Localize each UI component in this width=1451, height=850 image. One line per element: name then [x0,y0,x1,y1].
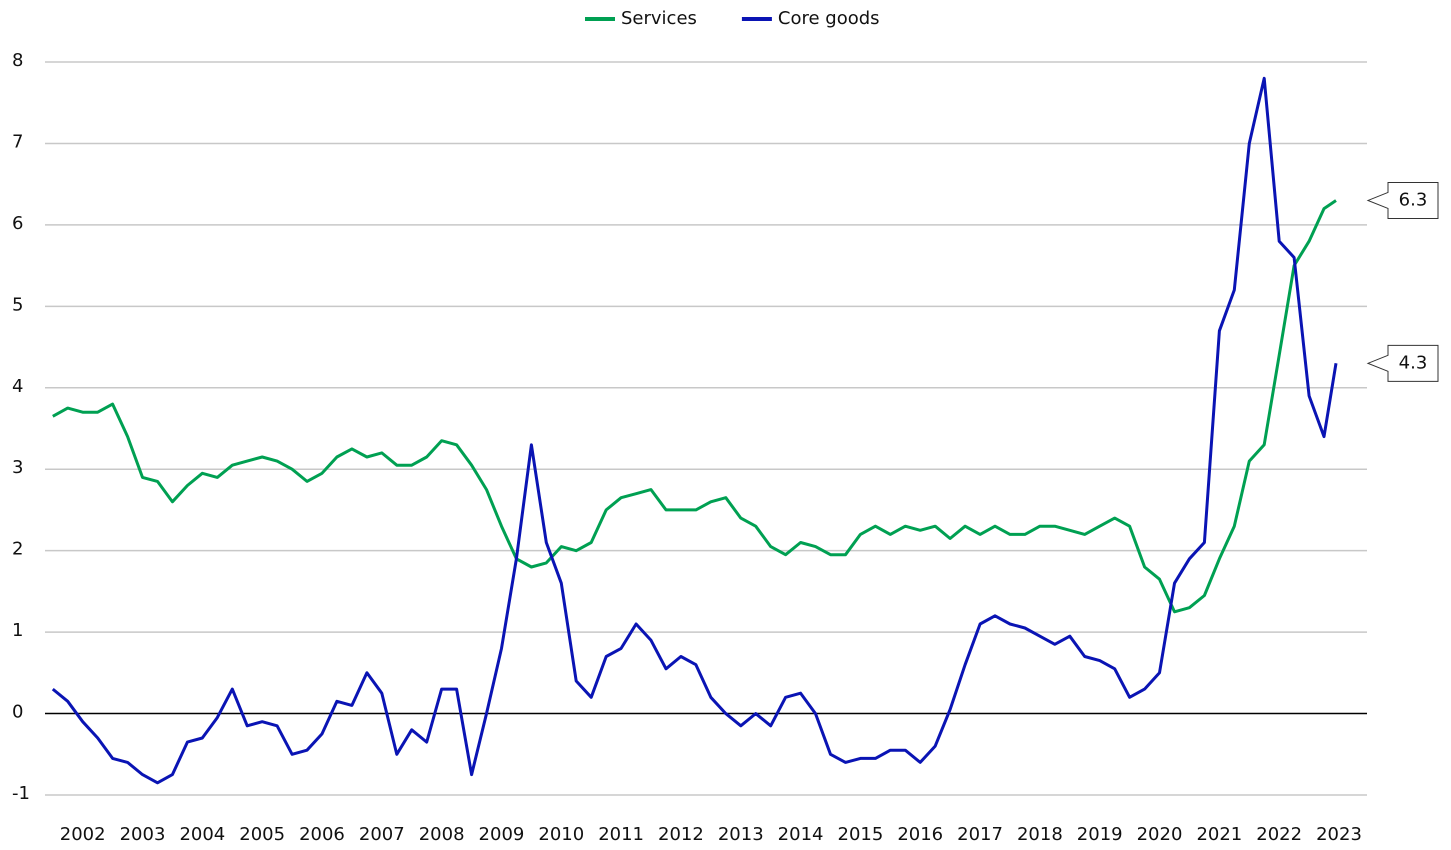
legend-label: Core goods [778,8,880,29]
y-tick-label: 5 [12,294,23,315]
x-tick-label: 2009 [479,824,525,845]
x-tick-label: 2013 [718,824,764,845]
x-tick-label: 2005 [239,824,285,845]
x-tick-label: 2018 [1017,824,1063,845]
x-tick-label: 2012 [658,824,704,845]
x-tick-label: 2010 [538,824,584,845]
y-tick-label: 1 [12,620,23,641]
y-tick-label: 8 [12,50,23,71]
y-tick-label: 2 [12,539,23,560]
x-tick-label: 2022 [1256,824,1302,845]
x-tick-label: 2016 [897,824,943,845]
x-tick-label: 2020 [1137,824,1183,845]
y-tick-label: 3 [12,457,23,478]
x-tick-label: 2007 [359,824,405,845]
x-tick-label: 2006 [299,824,345,845]
y-tick-label: 6 [12,213,23,234]
x-tick-label: 2014 [778,824,824,845]
x-tick-label: 2002 [60,824,106,845]
x-tick-label: 2017 [957,824,1003,845]
y-tick-label: 0 [12,702,23,723]
x-tick-label: 2021 [1196,824,1242,845]
x-tick-label: 2015 [838,824,884,845]
callout-box [1366,181,1439,219]
series-line [52,199,1337,614]
y-tick-label: 7 [12,131,23,152]
x-tick-label: 2008 [419,824,465,845]
y-tick-label: -1 [12,783,30,804]
callout-label: 6.3 [1399,189,1428,210]
x-tick-label: 2003 [120,824,166,845]
x-tick-label: 2023 [1316,824,1362,845]
callout-label: 4.3 [1399,352,1428,373]
y-tick-label: 4 [12,376,23,397]
x-tick-label: 2004 [179,824,225,845]
legend-label: Services [621,8,697,29]
x-tick-label: 2011 [598,824,644,845]
callout-box [1366,344,1439,382]
series-line [51,76,1338,785]
x-tick-label: 2019 [1077,824,1123,845]
